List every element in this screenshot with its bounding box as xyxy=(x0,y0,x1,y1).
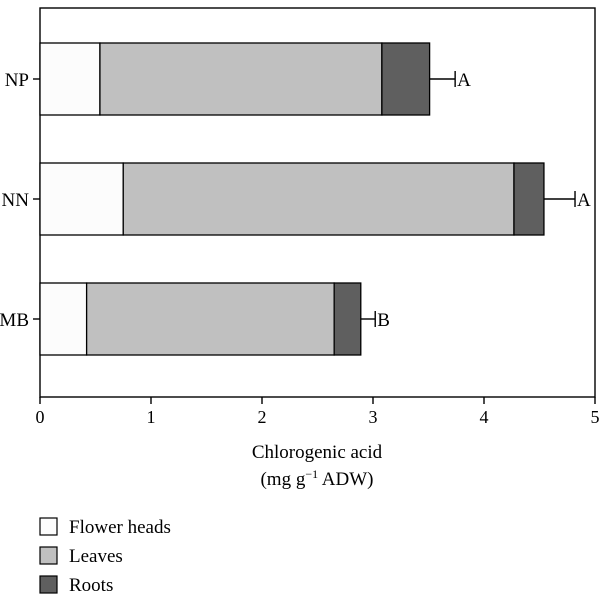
x-tick-label-1: 1 xyxy=(147,407,156,427)
significance-label-nn: A xyxy=(577,190,591,211)
x-tick-label-2: 2 xyxy=(258,407,267,427)
legend: Flower heads Leaves Roots xyxy=(39,517,171,596)
legend-label-flower-heads: Flower heads xyxy=(69,517,171,538)
significance-label-np: A xyxy=(457,70,471,91)
category-label-mb: MB xyxy=(0,310,29,331)
legend-swatch-flower-heads xyxy=(39,517,58,536)
x-axis-unit-superscript: −1 xyxy=(305,467,318,481)
x-axis-unit-prefix: (mg g xyxy=(260,469,305,490)
category-label-nn: NN xyxy=(2,190,30,211)
bar-np-flower-heads xyxy=(39,42,101,116)
bar-np-roots xyxy=(381,42,431,116)
x-axis-unit: (mg g−1 ADW) xyxy=(260,467,373,490)
significance-label-mb: B xyxy=(377,310,390,331)
plot-area: 0 1 2 3 4 5 NP A NN A MB B xyxy=(0,7,600,427)
x-tick-label-5: 5 xyxy=(591,407,600,427)
legend-swatch-roots xyxy=(39,575,58,594)
bar-mb-flower-heads xyxy=(39,282,88,356)
legend-swatch-leaves xyxy=(39,546,58,565)
bar-mb-roots xyxy=(333,282,362,356)
legend-label-leaves: Leaves xyxy=(69,546,123,567)
legend-label-roots: Roots xyxy=(69,575,113,596)
x-tick-label-4: 4 xyxy=(480,407,489,427)
category-label-np: NP xyxy=(5,70,29,91)
x-tick-label-3: 3 xyxy=(369,407,378,427)
bar-nn-leaves xyxy=(122,162,515,236)
x-axis-title: Chlorogenic acid xyxy=(252,442,383,463)
bar-mb-leaves xyxy=(85,282,335,356)
bar-nn-roots xyxy=(513,162,545,236)
bar-np-leaves xyxy=(99,42,383,116)
bar-nn-flower-heads xyxy=(39,162,124,236)
x-axis-unit-suffix: ADW) xyxy=(318,469,373,490)
x-tick-label-0: 0 xyxy=(36,407,45,427)
